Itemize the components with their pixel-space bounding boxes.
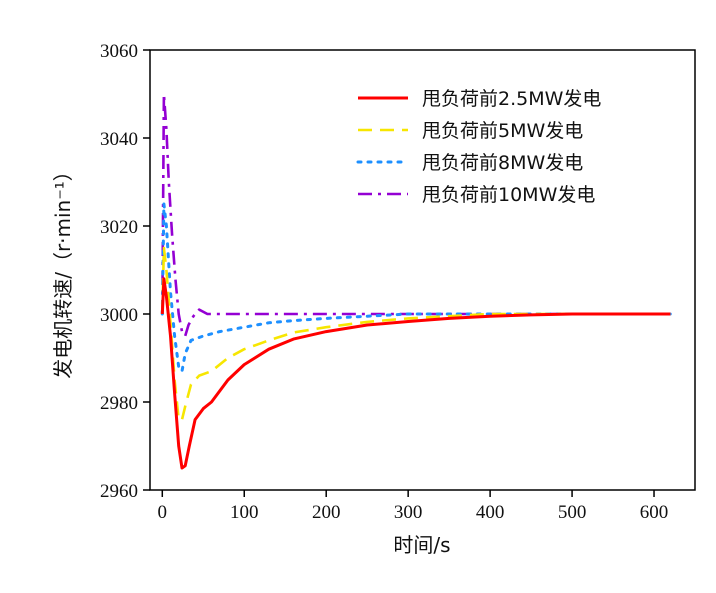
y-tick-label: 3020 (100, 217, 138, 238)
x-tick-label: 200 (312, 502, 341, 523)
x-axis-label: 时间/s (393, 533, 450, 557)
legend-label: 甩负荷前10MW发电 (422, 184, 595, 206)
x-tick-label: 100 (230, 502, 259, 523)
ticks-layer: 0 100 200 300 400 500 600 2960 2980 3000 3020 3040 3… (100, 41, 668, 523)
y-tick-label: 3060 (100, 41, 138, 62)
series-layer (160, 92, 672, 470)
x-tick-label: 500 (558, 502, 587, 523)
series-line (161, 92, 671, 338)
x-tick-label: 300 (394, 502, 423, 523)
y-tick-label: 2980 (100, 393, 138, 414)
y-tick-label: 2960 (100, 481, 138, 502)
y-tick-label: 3000 (100, 305, 138, 326)
legend-label: 甩负荷前5MW发电 (422, 120, 583, 142)
y-axis-label: 发电机转速/（r·min⁻¹） (51, 161, 75, 379)
x-tick-label: 400 (476, 502, 505, 523)
legend-label: 甩负荷前8MW发电 (422, 152, 583, 174)
x-tick-label: 600 (640, 502, 669, 523)
series-line (160, 202, 672, 373)
y-tick-label: 3040 (100, 129, 138, 150)
series-line (161, 246, 671, 421)
series-line (160, 277, 671, 470)
plot-frame (149, 49, 696, 491)
legend-label: 甩负荷前2.5MW发电 (422, 88, 601, 110)
x-tick-label: 0 (158, 502, 168, 523)
